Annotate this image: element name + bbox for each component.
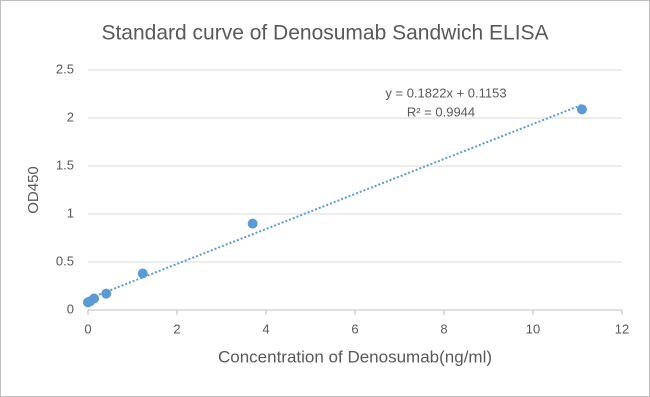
y-tick-label: 1 [67, 205, 74, 220]
annotation: R² = 0.9944 [407, 104, 475, 119]
x-axis-label: Concentration of Denosumab(ng/ml) [218, 347, 492, 366]
x-tick-label: 12 [615, 321, 629, 336]
x-tick-label: 8 [440, 321, 447, 336]
x-tick-label: 10 [526, 321, 540, 336]
y-tick-label: 0 [67, 301, 74, 316]
point [89, 293, 100, 304]
y-tick-label: 2.5 [56, 61, 74, 76]
x-tick-label: 0 [84, 321, 91, 336]
y-tick-label: 0.5 [56, 253, 74, 268]
chart-title: Standard curve of Denosumab Sandwich ELI… [101, 22, 548, 45]
y-tick-label: 2 [67, 109, 74, 124]
x-tick-label: 6 [351, 321, 358, 336]
x-tick-label: 2 [173, 321, 180, 336]
y-tick-label: 1.5 [56, 157, 74, 172]
point [137, 268, 148, 279]
x-tick-label: 4 [262, 321, 269, 336]
point [247, 218, 258, 229]
annotation: y = 0.1822x + 0.1153 [385, 85, 506, 100]
y-axis-label: OD450 [25, 166, 42, 214]
point [101, 288, 112, 299]
trendline [87, 103, 583, 300]
point [576, 104, 587, 115]
